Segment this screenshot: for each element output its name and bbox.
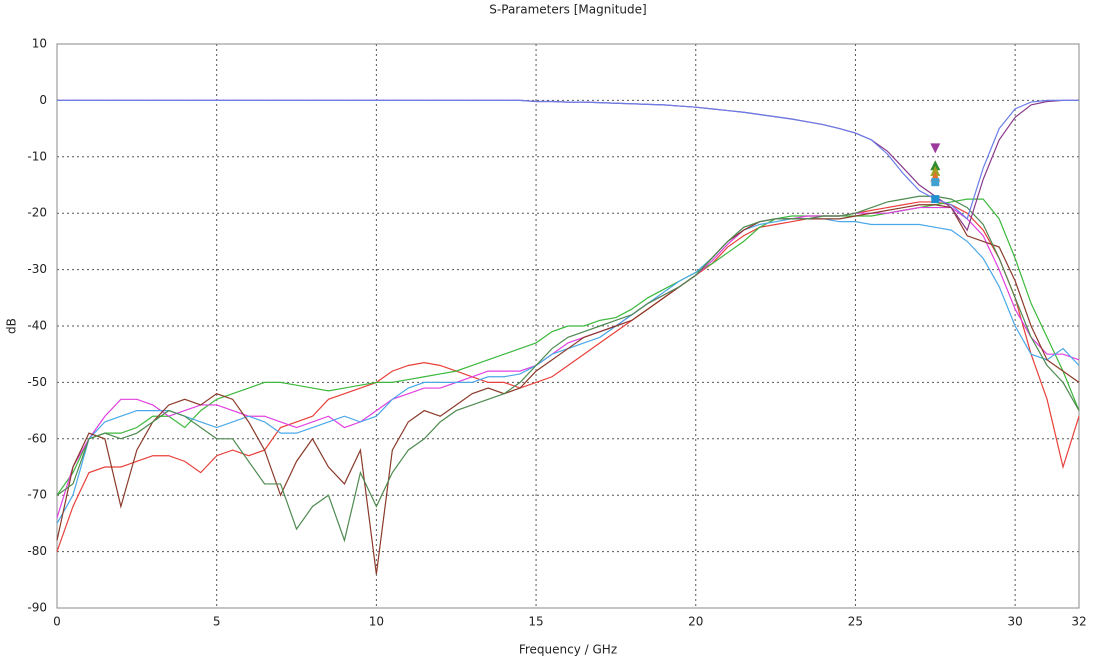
series-line <box>56 195 1080 543</box>
series-line <box>56 204 1080 575</box>
series-line <box>57 99 1079 220</box>
marker <box>930 160 941 171</box>
y-tick-label: -10 <box>27 149 47 163</box>
x-tick-label: 20 <box>688 615 703 629</box>
x-tick-label: 0 <box>53 615 61 629</box>
y-tick-label: -60 <box>27 431 47 445</box>
y-tick-label: -80 <box>27 544 47 558</box>
series-line <box>56 206 1080 518</box>
y-tick-label: -90 <box>27 601 47 615</box>
y-tick-label: 0 <box>39 93 47 107</box>
marker <box>930 143 941 154</box>
x-tick-label: 30 <box>1007 615 1022 629</box>
x-tick-label: 10 <box>369 615 384 629</box>
y-axis-label: dB <box>5 318 19 334</box>
marker <box>931 178 940 187</box>
y-tick-label: -20 <box>27 206 47 220</box>
x-tick-label: 15 <box>528 615 543 629</box>
y-tick-label: 10 <box>32 37 47 51</box>
x-tick-label: 5 <box>213 615 221 629</box>
series-line <box>56 201 1080 552</box>
plot-frame <box>56 43 1080 609</box>
y-tick-label: -30 <box>27 262 47 276</box>
x-axis-label: Frequency / GHz <box>519 643 617 657</box>
y-tick-label: -40 <box>27 319 47 333</box>
x-tick-label: 25 <box>848 615 863 629</box>
marker <box>930 165 941 176</box>
marker <box>931 195 940 204</box>
chart-title: S-Parameters [Magnitude] <box>489 3 646 17</box>
x-tick-label: 32 <box>1071 615 1086 629</box>
y-tick-label: -50 <box>27 375 47 389</box>
y-tick-label: -70 <box>27 488 47 502</box>
